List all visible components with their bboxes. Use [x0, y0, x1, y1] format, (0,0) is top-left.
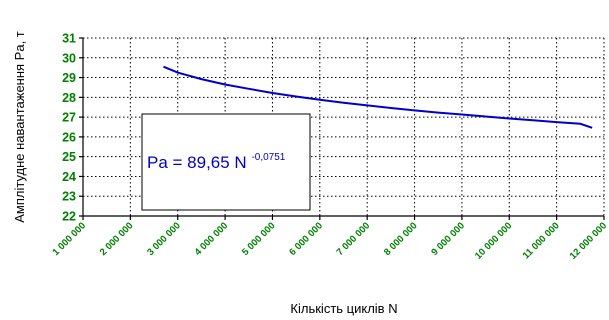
- x-tick-label: 11 000 000: [521, 220, 562, 261]
- y-axis-label: Амплітудне навантаження Pa, т: [12, 31, 27, 223]
- x-tick-label: 8 000 000: [382, 220, 420, 258]
- y-tick-label: 30: [62, 51, 76, 65]
- y-tick-label: 25: [62, 150, 76, 164]
- y-tick-label: 27: [62, 111, 76, 125]
- x-tick-label: 3 000 000: [145, 220, 183, 258]
- x-tick-label: 9 000 000: [429, 220, 467, 258]
- x-tick-labels: 1 000 000 2 000 000 3 000 000 4 000 000 5 00…: [50, 220, 609, 261]
- x-tick-label: 10 000 000: [473, 220, 514, 261]
- y-tick-labels: 22 23 24 25 26 27 28 29 30 31: [62, 32, 76, 224]
- x-tick-label: 5 000 000: [240, 220, 278, 258]
- equation-box: Pa = 89,65 N -0,0751: [141, 113, 311, 211]
- axes: [79, 37, 605, 220]
- x-axis-label: Кількість циклів N: [290, 301, 397, 316]
- y-tick-label: 29: [62, 71, 76, 85]
- y-tick-label: 23: [62, 190, 76, 204]
- x-tick-label: 12 000 000: [568, 220, 609, 261]
- y-tick-label: 24: [62, 170, 76, 184]
- equation-exponent: -0,0751: [251, 152, 285, 163]
- x-tick-label: 7 000 000: [335, 220, 373, 258]
- series: [163, 65, 593, 129]
- equation-text: Pa = 89,65 N -0,0751: [147, 152, 286, 172]
- y-tick-label: 22: [62, 210, 76, 224]
- x-tick-label: 4 000 000: [193, 220, 231, 258]
- equation-base: Pa = 89,65 N: [147, 153, 251, 172]
- y-tick-label: 31: [62, 32, 76, 46]
- x-tick-label: 6 000 000: [287, 220, 325, 258]
- equation-box-border: [141, 113, 311, 211]
- x-tick-label: 2 000 000: [98, 220, 136, 258]
- x-tick-label: 1 000 000: [50, 220, 88, 258]
- y-tick-label: 28: [62, 91, 76, 105]
- series-line: [163, 65, 593, 129]
- y-tick-label: 26: [62, 130, 76, 144]
